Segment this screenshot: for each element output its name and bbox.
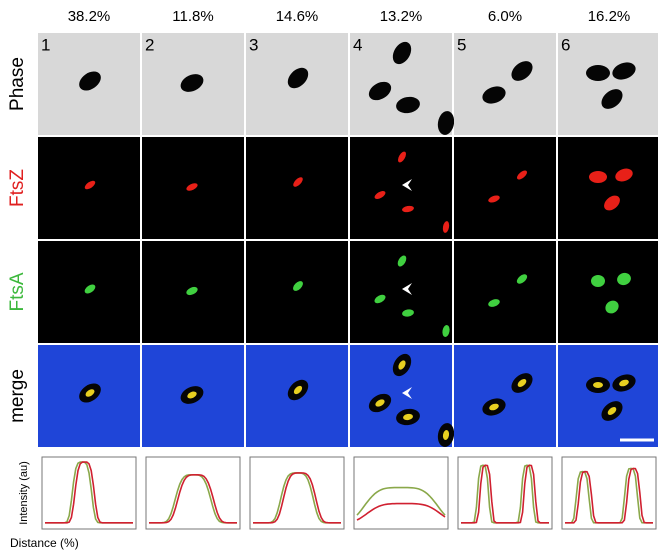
panel [558,33,658,135]
column-percentage: 13.2% [380,8,423,25]
page: Distance (%) Intensity (au) 38.2% 1 11.8% 2… [0,0,658,553]
panel [558,345,658,447]
colocalized-spot [593,382,603,388]
panel [246,241,348,343]
panel [454,137,556,239]
panel [350,137,452,239]
panel-number: 4 [353,35,362,54]
plot-frame [354,457,448,529]
panel [558,137,658,239]
panel [454,345,556,447]
column-percentage: 14.6% [276,8,319,25]
column-percentage: 38.2% [68,8,111,25]
panel [454,33,556,135]
row-label: FtsZ [7,169,28,207]
row-label: Phase [7,57,28,111]
x-axis-label: Distance (%) [10,536,79,550]
ftsa-spot [591,275,605,287]
column-percentage: 16.2% [588,8,631,25]
panel [558,241,658,343]
panel-number: 6 [561,35,570,54]
panel [454,241,556,343]
row-label: FtsA [7,272,28,311]
plot-frame [146,457,240,529]
panel-number: 5 [457,35,466,54]
y-axis-label: Intensity (au) [18,461,30,525]
ftsz-spot [589,171,607,183]
cell [586,65,610,81]
panel [246,137,348,239]
figure: Distance (%) Intensity (au) 38.2% 1 11.8% 2… [0,0,658,553]
panel-number: 2 [145,35,154,54]
column-percentage: 6.0% [488,8,522,25]
row-label: merge [7,369,28,423]
column-percentage: 11.8% [172,8,213,25]
panel-number: 3 [249,35,258,54]
plot-frame [42,457,136,529]
panel-number: 1 [41,35,50,54]
panel [350,241,452,343]
plot-frame [250,457,344,529]
